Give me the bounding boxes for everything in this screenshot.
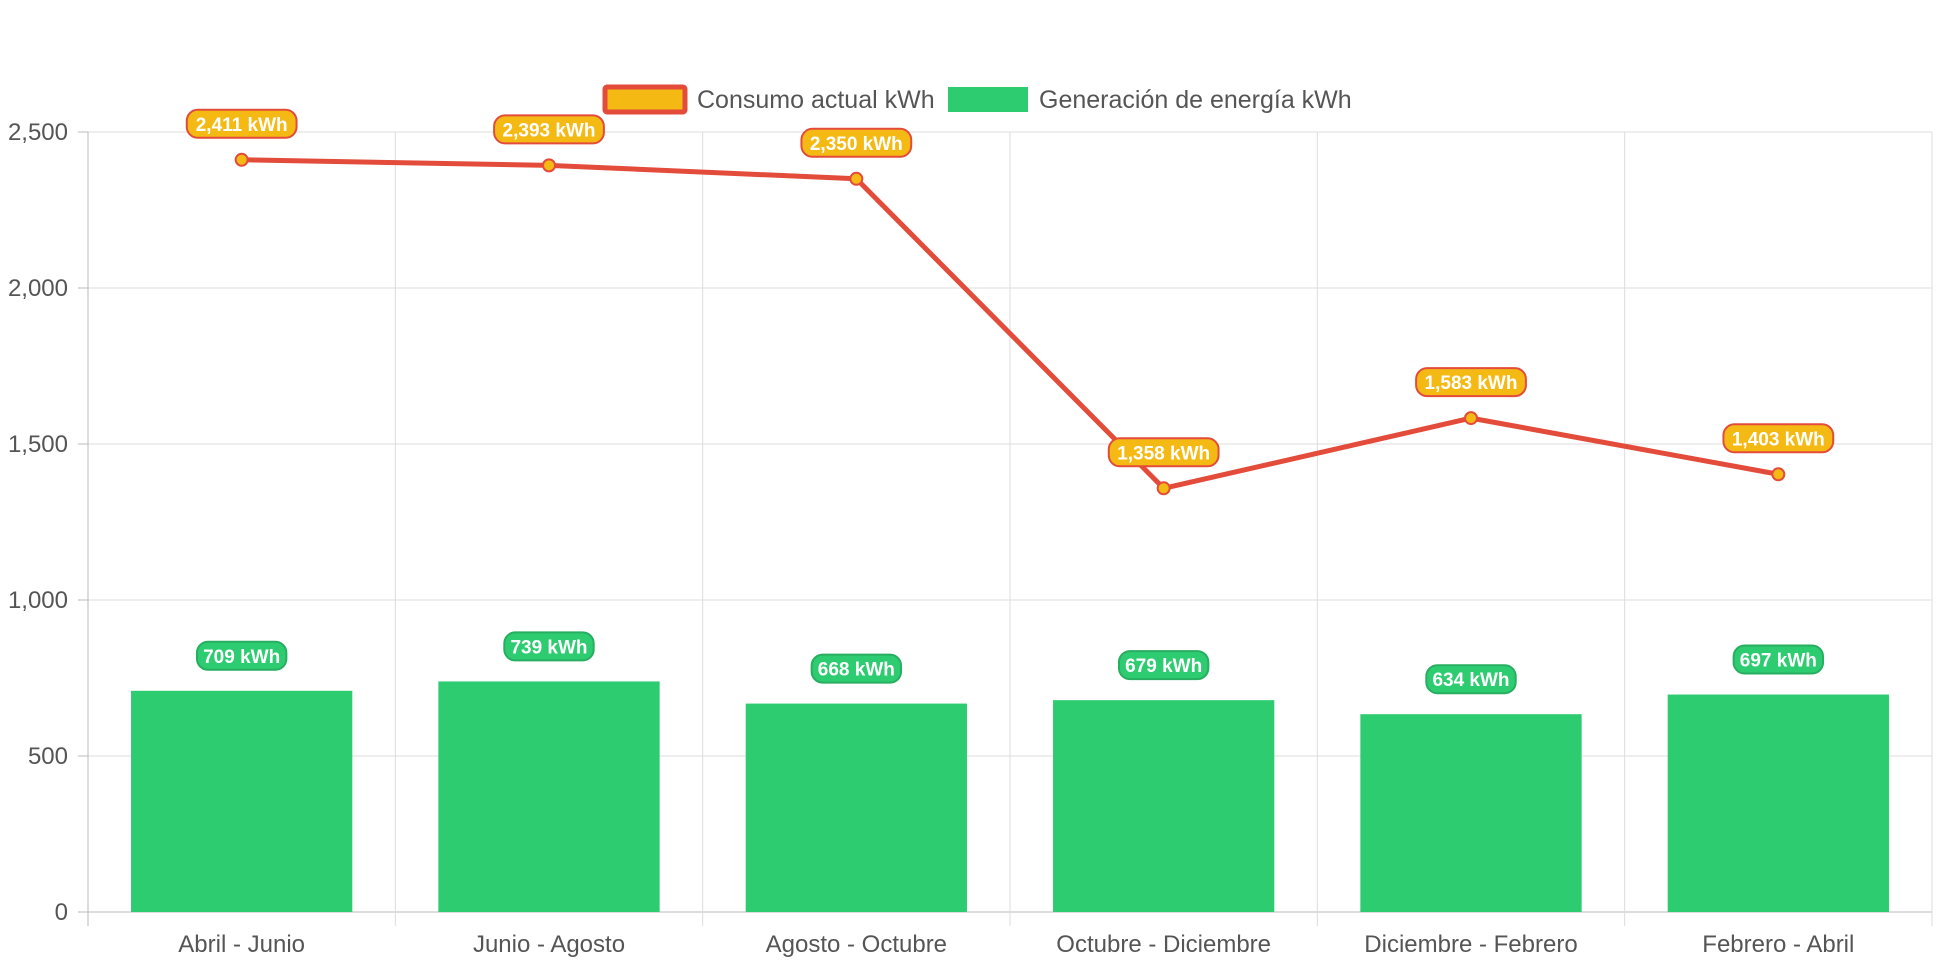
- x-tick-label: Junio - Agosto: [473, 931, 625, 958]
- bar: [1360, 714, 1582, 912]
- line-layer: [234, 152, 1786, 496]
- data-labels-layer: 2,411 kWh 2,393 kWh 2,350 kWh 1,358 kWh 1,58…: [185, 108, 1835, 695]
- line-point: [542, 158, 556, 173]
- bar: [1053, 700, 1275, 912]
- x-tick-label: Octubre - Diciembre: [1056, 931, 1271, 958]
- y-tick-label: 2,500: [8, 119, 68, 146]
- legend-swatch-generacion[interactable]: [948, 87, 1028, 112]
- generacion-data-label: 697 kWh: [1740, 651, 1817, 672]
- consumo-data-label-box: [1722, 423, 1835, 454]
- bar: [438, 681, 660, 912]
- generacion-data-label-box: [503, 631, 595, 662]
- consumo-data-label-box: [800, 127, 913, 158]
- bar: [131, 690, 353, 912]
- x-tick-label: Agosto - Octubre: [766, 931, 947, 958]
- generacion-data-label: 679 kWh: [1125, 656, 1202, 677]
- consumo-data-label-box: [185, 108, 298, 139]
- consumo-data-label: 1,583 kWh: [1425, 373, 1518, 394]
- line-point: [1771, 467, 1786, 482]
- series-line: [239, 157, 1781, 491]
- y-tick-label: 500: [28, 743, 68, 770]
- generacion-data-label-box: [1732, 644, 1825, 675]
- generacion-data-label: 709 kWh: [203, 647, 280, 668]
- generacion-data-label: 739 kWh: [510, 637, 587, 658]
- x-tick-label: Febrero - Abril: [1702, 931, 1854, 958]
- bar: [745, 703, 967, 912]
- consumo-data-label: 2,393 kWh: [503, 120, 596, 141]
- y-tick-label: 2,000: [8, 275, 68, 302]
- bar: [1667, 694, 1889, 912]
- line-point: [234, 152, 249, 167]
- generacion-data-label-box: [195, 640, 288, 671]
- generacion-data-label-box: [1425, 664, 1517, 695]
- line-point: [1156, 481, 1171, 496]
- consumo-data-label: 2,350 kWh: [810, 134, 903, 155]
- x-tick-label: Abril - Junio: [178, 931, 305, 958]
- y-tick-label: 1,000: [8, 587, 68, 614]
- legend-label-generacion[interactable]: Generación de energía kWh: [1039, 86, 1352, 114]
- axis-layer: 0 500 1,000 1,500 2,000 2,500 Abril - Junio Jun…: [8, 119, 1854, 958]
- x-tick-label: Diciembre - Febrero: [1364, 931, 1577, 958]
- consumo-data-label-box: [1415, 367, 1527, 398]
- consumo-data-label-box: [493, 114, 605, 145]
- line-point: [1464, 411, 1478, 426]
- bars-layer: [131, 681, 1889, 912]
- generacion-data-label-box: [1117, 650, 1210, 681]
- legend-swatch-consumo[interactable]: [602, 84, 688, 115]
- generacion-data-label-box: [810, 653, 903, 684]
- consumo-data-label: 2,411 kWh: [196, 115, 288, 136]
- y-tick-label: 1,500: [8, 431, 68, 458]
- consumo-data-label: 1,403 kWh: [1732, 429, 1825, 450]
- consumo-data-label: 1,358 kWh: [1117, 443, 1210, 464]
- generacion-data-label: 668 kWh: [818, 660, 895, 681]
- y-tick-label: 0: [55, 899, 68, 926]
- line-point: [849, 171, 864, 186]
- grid-layer: [87, 131, 1933, 926]
- legend: Consumo actual kWh Generación de energía…: [602, 84, 1352, 115]
- legend-label-consumo[interactable]: Consumo actual kWh: [697, 86, 935, 114]
- generacion-data-label: 634 kWh: [1432, 670, 1509, 691]
- consumo-data-label-box: [1107, 437, 1220, 468]
